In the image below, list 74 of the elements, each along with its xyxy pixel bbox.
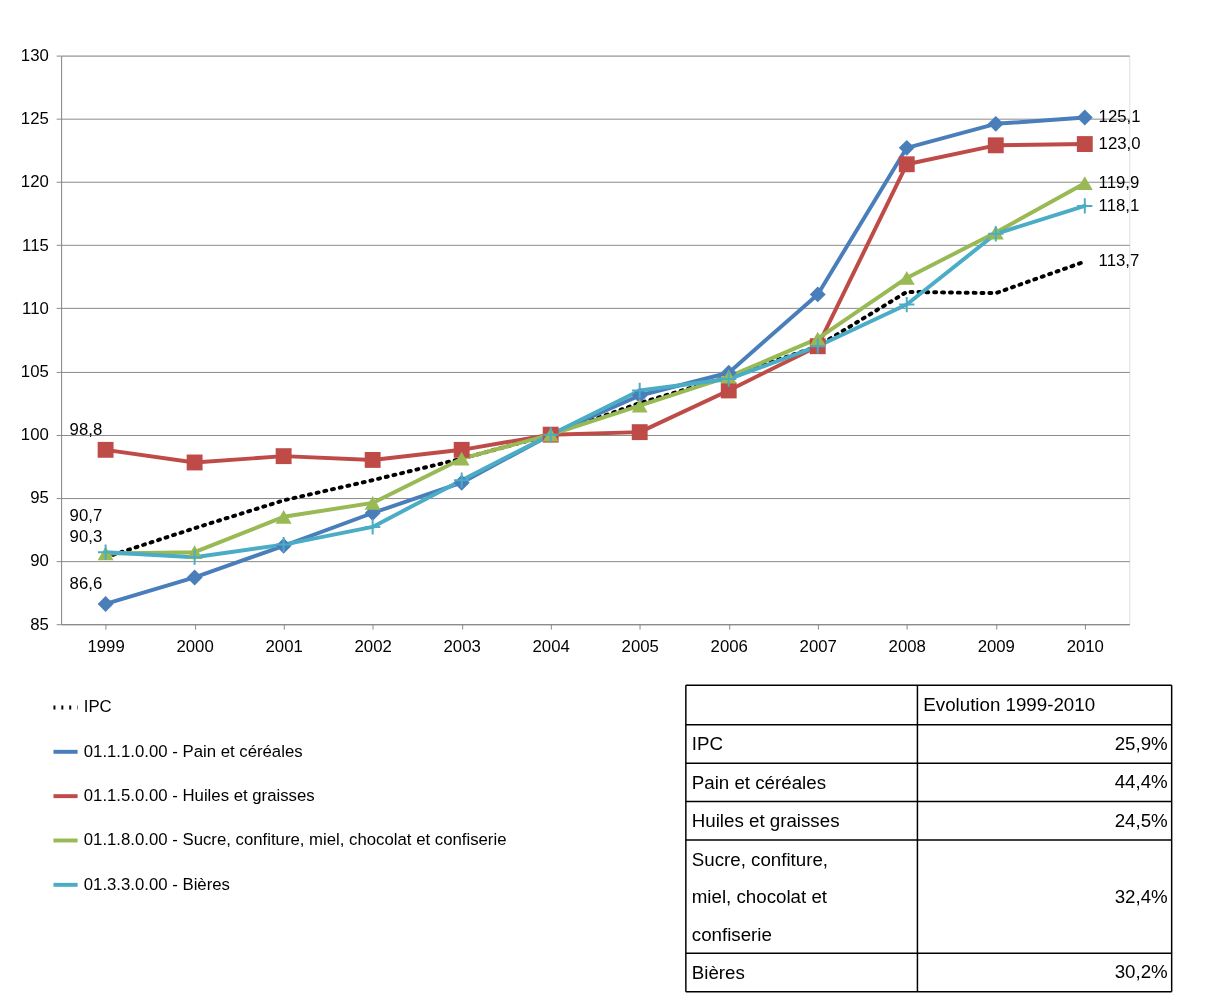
point [987, 115, 1004, 132]
point [1076, 176, 1093, 191]
y-tick-label: 110 [22, 298, 49, 318]
y-tick-label: 115 [22, 235, 49, 255]
point [97, 596, 114, 612]
text: IPC [691, 733, 723, 755]
text: 32,4% [1114, 885, 1168, 907]
data-label: 98,8 [69, 420, 103, 440]
data-label: 86,6 [69, 574, 103, 594]
text: Evolution 1999-2010 [923, 693, 1096, 715]
point [364, 518, 382, 536]
text: Pain et céréales [691, 771, 826, 793]
point [987, 137, 1004, 154]
legend-label: 01.1.1.0.00 - Pain et céréales [83, 741, 303, 761]
point [453, 441, 470, 458]
point [364, 496, 381, 510]
y-tick-label: 130 [20, 46, 49, 66]
legend-label: 01.1.8.0.00 - Sucre, confiture, miel, chocolat et confiserie [83, 830, 507, 850]
x-tick-label: 2003 [443, 637, 481, 657]
point [809, 286, 826, 303]
x-tick-label: 2010 [1066, 637, 1104, 657]
point [186, 569, 203, 586]
data-label: 90,7 [69, 505, 103, 525]
text: 44,4% [1114, 771, 1168, 793]
x-tick-label: 2009 [977, 637, 1015, 657]
point [186, 454, 203, 471]
x-tick-label: 2004 [532, 637, 570, 657]
data-label: 123,0 [1098, 133, 1141, 153]
point [631, 381, 649, 400]
point [631, 398, 648, 413]
y-tick-label: 100 [20, 425, 49, 445]
x-tick-label: 2007 [799, 637, 837, 657]
point [1076, 109, 1093, 126]
data-label: 90,3 [69, 527, 103, 547]
point [1076, 197, 1094, 215]
point [720, 382, 737, 399]
point [631, 424, 648, 441]
x-tick-label: 2002 [354, 637, 392, 657]
x-tick-label: 2000 [176, 637, 214, 657]
y-tick-label: 85 [30, 614, 49, 634]
x-tick-label: 2001 [265, 637, 303, 657]
y-tick-label: 120 [20, 172, 49, 192]
y-tick-label: 90 [30, 551, 49, 571]
x-tick-label: 1999 [87, 637, 125, 657]
data-label: 125,1 [1098, 107, 1141, 127]
point [898, 139, 915, 156]
point [364, 452, 381, 468]
y-tick-label: 105 [20, 361, 49, 381]
point [898, 271, 915, 285]
text: Bières [691, 961, 745, 983]
x-tick-label: 2005 [621, 637, 659, 657]
legend-label: IPC [83, 697, 112, 717]
text: 25,9% [1114, 732, 1168, 754]
legend-label: 01.1.5.0.00 - Huiles et graisses [83, 786, 315, 806]
point [275, 448, 292, 465]
y-tick-label: 95 [30, 488, 49, 508]
point [186, 548, 204, 566]
data-label: 118,1 [1098, 195, 1140, 215]
data-label: 113,7 [1098, 251, 1140, 271]
point [898, 295, 916, 314]
point [97, 441, 114, 458]
y-tick-label: 125 [20, 109, 49, 129]
data-label: 119,9 [1098, 173, 1140, 193]
point [1076, 136, 1093, 152]
text: 24,5% [1114, 809, 1168, 831]
point [453, 451, 470, 466]
text: Sucre, confiture, miel, chocolat et confiserie [691, 848, 829, 945]
x-tick-label: 2006 [710, 637, 748, 657]
text: Huiles et graisses [691, 810, 840, 832]
point [275, 509, 292, 524]
point [898, 156, 915, 173]
x-tick-label: 2008 [888, 637, 926, 657]
legend-label: 01.3.3.0.00 - Bières [83, 874, 230, 894]
text: 30,2% [1114, 961, 1168, 983]
